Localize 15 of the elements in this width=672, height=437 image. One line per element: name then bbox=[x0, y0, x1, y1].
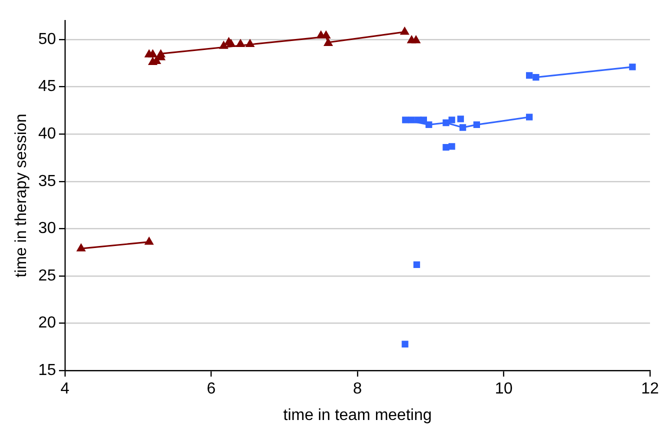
x-tick-label: 6 bbox=[206, 380, 216, 398]
y-tick-label: 30 bbox=[38, 220, 56, 238]
x-tick-label: 12 bbox=[641, 380, 659, 398]
x-tick-label: 10 bbox=[494, 380, 513, 398]
y-axis-title: time in therapy session bbox=[13, 114, 30, 278]
x-axis-title: time in team meeting bbox=[283, 406, 432, 424]
x-tick-label: 4 bbox=[60, 380, 70, 398]
y-tick-label: 45 bbox=[38, 78, 56, 96]
x-tick-label: 8 bbox=[353, 380, 362, 398]
y-tick-label: 20 bbox=[38, 314, 56, 332]
y-tick-label: 25 bbox=[38, 267, 56, 284]
y-tick-label: 40 bbox=[38, 126, 56, 143]
y-tick-label: 50 bbox=[38, 30, 56, 48]
y-tick-label: 15 bbox=[38, 362, 56, 380]
y-tick-label: 35 bbox=[38, 172, 56, 190]
